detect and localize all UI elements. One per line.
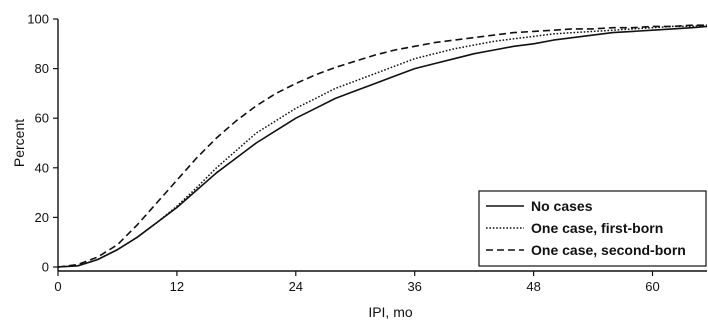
x-tick-label: 0 [54,279,61,294]
legend-label: One case, first-born [531,220,663,236]
series-line-2 [57,24,708,268]
legend-label: No cases [531,198,593,214]
legend: No cases One case, first-born One case, se… [478,190,707,267]
y-tick-label: 60 [35,111,49,126]
series-line-3 [57,24,707,268]
y-tick-label: 0 [42,260,49,275]
legend-label: One case, second-born [531,242,686,258]
axes: 0 20 40 60 80 100 0 12 24 36 48 60 [27,12,707,294]
x-tick-label: 36 [407,279,421,294]
y-tick-label: 100 [27,12,49,27]
y-tick-label: 20 [35,210,49,225]
x-tick-label: 48 [526,279,540,294]
y-tick-label: 40 [35,160,49,175]
y-axis-title: Percent [11,119,27,167]
y-tick-label: 80 [35,61,49,76]
x-axis-title: IPI, mo [368,304,413,320]
series-layer [57,24,708,268]
x-tick-label: 24 [289,279,303,294]
x-tick-label: 12 [170,279,184,294]
x-tick-label: 60 [645,279,659,294]
